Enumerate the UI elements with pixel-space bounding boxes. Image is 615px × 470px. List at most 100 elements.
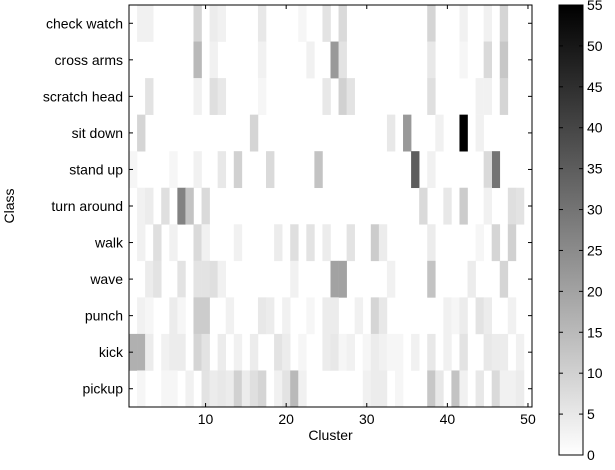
heatmap-cell (185, 187, 194, 225)
heatmap-cell (394, 370, 404, 408)
heatmap-cell (427, 5, 436, 42)
heatmap-cell (411, 151, 420, 189)
heatmap-cell (209, 5, 218, 42)
colorbar-tick-label: 20 (587, 283, 603, 299)
heatmap-cell (330, 333, 339, 371)
heatmap-cell (451, 370, 460, 408)
heatmap-cell (249, 370, 259, 408)
heatmap-cell (129, 151, 138, 189)
heatmap-cell (475, 78, 484, 115)
heatmap-cell (475, 370, 484, 408)
heatmap-cell (298, 370, 307, 408)
y-tick-label: check watch (46, 15, 123, 31)
heatmap-cell (435, 370, 444, 408)
heatmap-cell (145, 333, 154, 371)
heatmap-cell (491, 333, 501, 371)
x-tick-label: 40 (440, 411, 456, 427)
heatmap-cell (515, 333, 525, 371)
heatmap-cell (169, 297, 178, 335)
heatmap-cell (257, 5, 267, 42)
heatmap-cell (362, 333, 372, 371)
y-tick-label: scratch head (43, 88, 123, 104)
heatmap-cell (515, 370, 525, 408)
heatmap-cell (193, 5, 202, 42)
heatmap-cell (338, 5, 347, 42)
heatmap-cell (459, 187, 468, 225)
heatmap-cell (386, 333, 396, 371)
heatmap-cell (225, 297, 235, 335)
heatmap-cell (137, 114, 146, 152)
y-axis-label: Class (1, 188, 17, 223)
heatmap-cell (169, 370, 178, 408)
heatmap-cell (515, 187, 525, 225)
heatmap-cell (338, 260, 347, 298)
heatmap-cell (362, 370, 372, 408)
heatmap-cell (217, 5, 227, 42)
heatmap-cell (427, 151, 436, 189)
heatmap-cell (266, 151, 275, 189)
heatmap-cell (459, 5, 468, 42)
heatmap-cell (411, 333, 420, 371)
heatmap-cell (257, 370, 267, 408)
heatmap-cell (145, 5, 154, 42)
heatmap-cell (370, 297, 380, 335)
heatmap-cell (322, 297, 331, 335)
heatmap-cell (282, 333, 291, 371)
heatmap-cell (378, 224, 388, 262)
heatmap-cell (177, 187, 186, 225)
heatmap-cell (257, 41, 267, 79)
y-tick-label: walk (94, 235, 124, 251)
heatmap-cell (427, 41, 436, 79)
heatmap-cell (137, 187, 146, 225)
y-tick-label: stand up (69, 161, 123, 177)
x-tick-label: 50 (520, 411, 536, 427)
heatmap-cell (209, 260, 218, 298)
colorbar (558, 4, 584, 456)
heatmap-cell (475, 224, 484, 262)
heatmap-cell (217, 151, 227, 189)
heatmap-cell (427, 370, 436, 408)
heatmap-cell (193, 78, 202, 115)
heatmap-cell (274, 224, 283, 262)
heatmap-cell (193, 41, 202, 79)
heatmap-cell (209, 78, 218, 115)
heatmap-cell (427, 78, 436, 115)
heatmap-cell (346, 78, 355, 115)
heatmap-cell (346, 224, 355, 262)
heatmap-cells (129, 5, 525, 408)
heatmap-cell (491, 151, 501, 189)
heatmap-cell (459, 370, 468, 408)
y-tick-label: punch (85, 308, 123, 324)
heatmap-cell (483, 78, 492, 115)
heatmap-cell (201, 224, 210, 262)
x-axis-label: Cluster (308, 427, 353, 443)
heatmap-cell (145, 260, 154, 298)
heatmap-cell (370, 333, 380, 371)
heatmap-cell (233, 224, 243, 262)
colorbar-tick-label: 5 (587, 406, 595, 422)
colorbar-tick-label: 40 (587, 120, 603, 136)
heatmap-cell (161, 370, 170, 408)
heatmap-cell (322, 224, 331, 262)
heatmap-cell (483, 297, 492, 335)
heatmap-cell (298, 333, 307, 371)
heatmap-cell (386, 114, 396, 152)
heatmap-cell (451, 297, 460, 335)
colorbar-tick-label: 15 (587, 324, 603, 340)
heatmap-cell (193, 260, 202, 298)
heatmap-cell (378, 370, 388, 408)
heatmap-cell (193, 151, 202, 189)
heatmap-cell (338, 78, 347, 115)
heatmap-cell (483, 5, 492, 42)
heatmap-cell (507, 224, 517, 262)
heatmap-cell (233, 151, 243, 189)
heatmap-cell (394, 333, 404, 371)
heatmap-cell (145, 297, 154, 335)
heatmap-cell (137, 5, 146, 42)
heatmap-cell (282, 370, 291, 408)
colorbar-tick-label: 10 (587, 365, 603, 381)
heatmap-cell (483, 333, 492, 371)
heatmap-cell (153, 260, 162, 298)
heatmap-cell (427, 260, 436, 298)
